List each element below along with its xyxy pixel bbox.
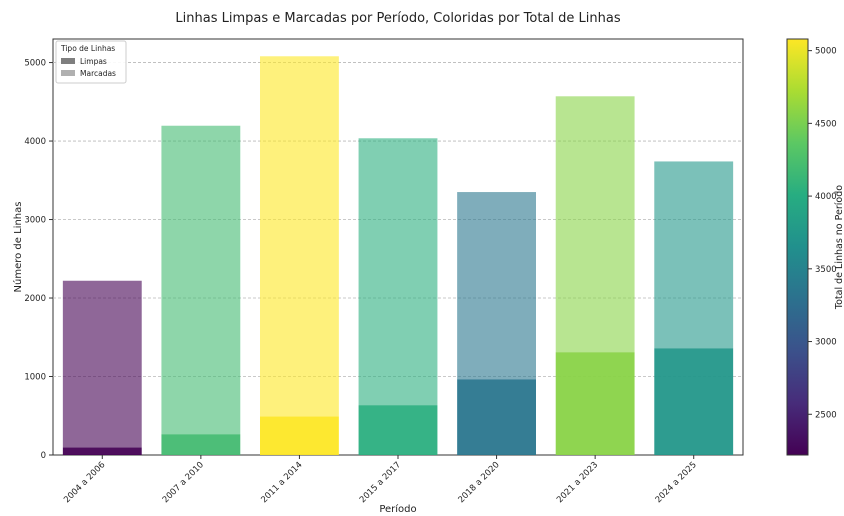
colorbar-tick-label: 3500: [815, 265, 837, 275]
x-tick-label: 2011 a 2014: [259, 460, 304, 505]
bar-group: [358, 138, 438, 455]
colorbar-tick-label: 4500: [815, 119, 837, 129]
colorbar: 2500 3000 3500 4000 4500 5000 Total de Linhas …: [786, 38, 844, 456]
y-tick-label: 5000: [24, 59, 46, 69]
colorbar-label: Total de Linhas no Período: [834, 185, 844, 310]
y-tick-label: 3000: [24, 216, 46, 226]
x-tick-label: 2004 a 2006: [62, 460, 107, 505]
y-axis-label: Número de Linhas: [12, 202, 24, 293]
x-tick-label: 2024 a 2025: [654, 460, 699, 505]
bar-marcadas: [457, 192, 536, 380]
x-tick-label: 2007 a 2010: [161, 460, 206, 505]
chart-title: Linhas Limpas e Marcadas por Período, Co…: [175, 11, 620, 26]
legend-swatch: [61, 70, 75, 76]
bar-limpas: [555, 352, 635, 455]
bar-limpas: [62, 447, 142, 455]
colorbar-tick-label: 4000: [815, 192, 837, 202]
bar-marcadas: [358, 138, 438, 406]
x-tick-label: 2018 a 2020: [457, 460, 502, 505]
colorbar-tick-label: 5000: [815, 47, 837, 57]
x-axis-label: Período: [379, 503, 416, 515]
bar-marcadas: [654, 161, 734, 349]
bar-group: [62, 280, 142, 455]
bar-marcadas: [555, 96, 635, 353]
colorbar-tick-label: 3000: [815, 338, 837, 348]
bar-marcadas: [161, 125, 241, 435]
x-tick-label: 2021 a 2023: [555, 460, 600, 505]
bar-group: [260, 56, 339, 455]
bar-limpas: [358, 405, 438, 455]
colorbar-gradient: [786, 38, 809, 456]
colorbar-tick-label: 2500: [815, 410, 837, 420]
bar-group: [457, 192, 536, 455]
plot-area: 0 1000 2000 3000 4000 5000 2004 a 2006 2007 a 2…: [24, 38, 744, 505]
bar-limpas: [654, 348, 734, 455]
bar-marcadas: [62, 280, 142, 448]
bar-limpas: [260, 416, 339, 455]
x-tick-label: 2015 a 2017: [358, 460, 403, 505]
legend-entry: Limpas: [80, 57, 107, 66]
y-tick-label: 4000: [24, 137, 46, 147]
legend-entry: Marcadas: [80, 69, 116, 78]
bar-marcadas: [260, 56, 339, 417]
bar-limpas: [161, 434, 241, 455]
legend-title: Tipo de Linhas: [60, 44, 115, 53]
y-tick-label: 1000: [24, 373, 46, 383]
bar-group: [555, 96, 635, 455]
legend-swatch: [61, 58, 75, 64]
bar-group: [654, 161, 734, 455]
bar-limpas: [457, 379, 536, 455]
y-tick-label: 2000: [24, 294, 46, 304]
legend: Tipo de Linhas Limpas Marcadas: [55, 40, 127, 84]
bar-group: [161, 125, 241, 455]
y-tick-label: 0: [41, 451, 46, 461]
